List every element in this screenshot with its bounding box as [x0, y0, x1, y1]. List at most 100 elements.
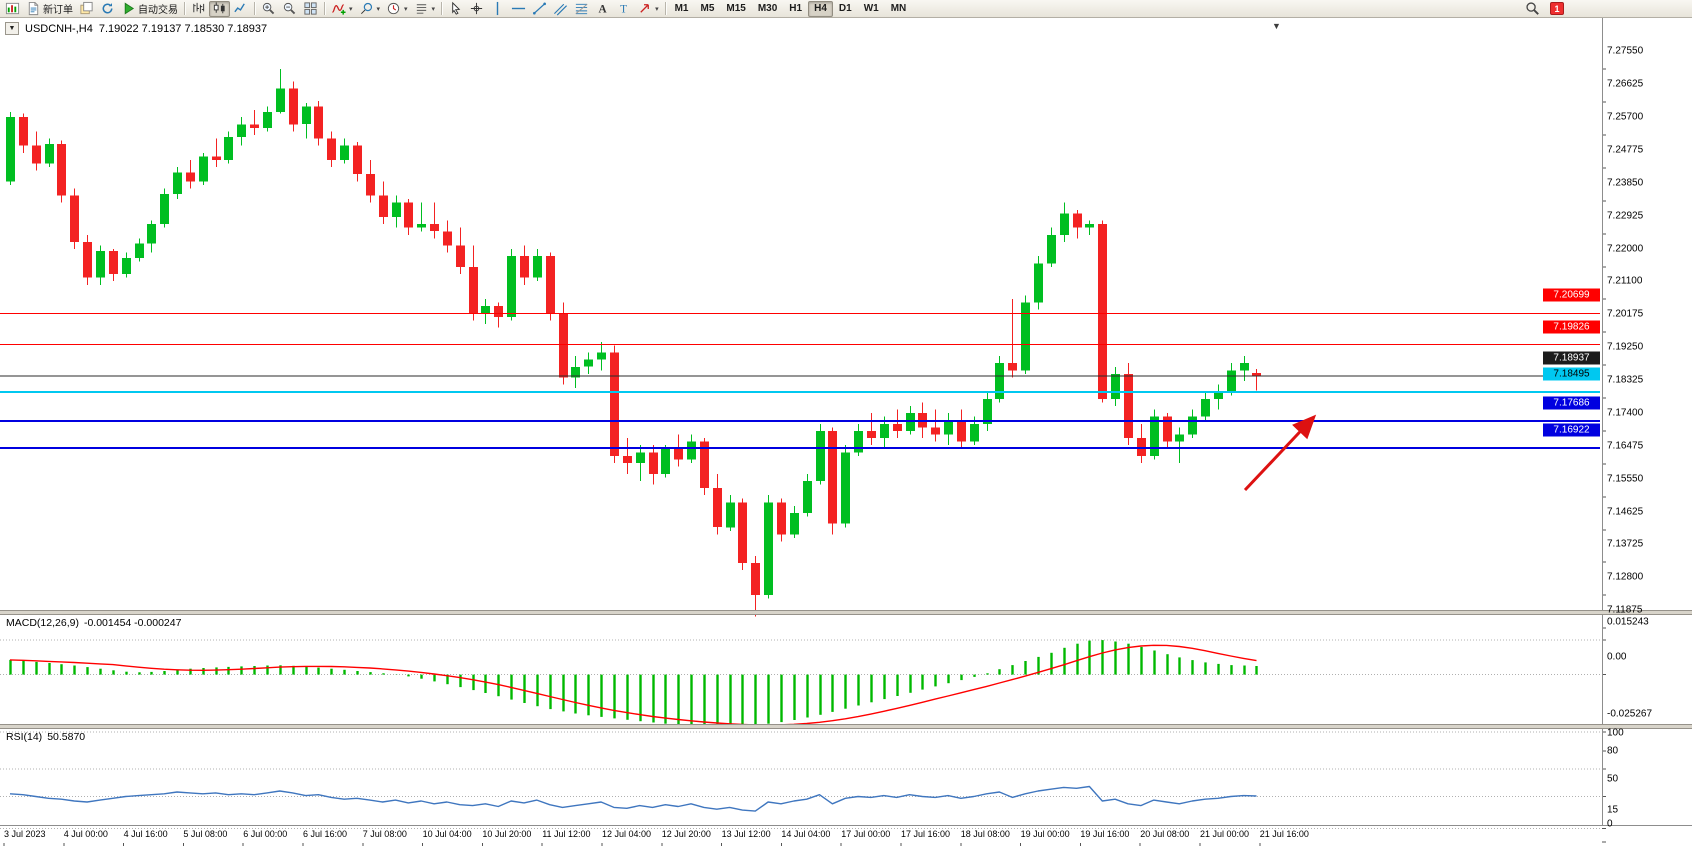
zoom-out-icon: [282, 1, 297, 16]
text-A-icon: A: [595, 1, 610, 16]
macd-signal-line: [9, 644, 1257, 726]
tf-mn-button[interactable]: MN: [885, 1, 913, 17]
toolbar-separator: [664, 2, 666, 15]
chart-area[interactable]: [0, 18, 1692, 846]
vertical-line-button[interactable]: [487, 1, 508, 17]
crosshair-icon: [469, 1, 484, 16]
chevron-down-icon: ▾: [404, 5, 408, 13]
tf-mn-button-label: MN: [890, 3, 907, 14]
indicator-icon: [331, 1, 346, 16]
templates-button[interactable]: ▾: [411, 1, 439, 17]
trend-arrow-annotation[interactable]: [1243, 414, 1317, 492]
rsi-label-name: RSI(14): [6, 731, 43, 743]
candles-layer: [6, 69, 1261, 617]
list-icon: [414, 1, 429, 16]
refresh-icon: [100, 1, 115, 16]
tf-w1-button[interactable]: W1: [858, 1, 885, 17]
trendline-button[interactable]: [529, 1, 550, 17]
search-icon: [1525, 1, 1540, 16]
new-chart-icon: [5, 1, 20, 16]
tf-m15-button-label: M15: [726, 3, 746, 14]
play-icon: [121, 1, 136, 16]
objects-button[interactable]: ▾: [356, 1, 384, 17]
arrows-icon: [637, 1, 652, 16]
linechart-icon: [233, 1, 248, 16]
toolbar-separator: [324, 2, 325, 15]
tile-icon: [303, 1, 318, 16]
svg-text:A: A: [599, 4, 608, 16]
arrows-button[interactable]: ▾: [634, 1, 662, 17]
time-axis-border: [0, 825, 1692, 826]
macd-panel-divider[interactable]: [0, 610, 1692, 615]
channel-icon: [553, 1, 568, 16]
candles-icon: [212, 1, 227, 16]
text-label-button[interactable]: T: [613, 1, 634, 17]
fibonacci-button[interactable]: [571, 1, 592, 17]
rsi-label-value: 50.5870: [47, 731, 86, 743]
auto-trading-button[interactable]: 自动交易: [118, 1, 181, 17]
one-click-trading-toggle[interactable]: ▼: [5, 22, 19, 35]
tf-m5-button-label: M5: [700, 3, 715, 14]
horizontal-line-button[interactable]: [508, 1, 529, 17]
tf-m30-button-label: M30: [757, 3, 778, 14]
candlestick-chart-button[interactable]: [209, 0, 230, 17]
periods-button[interactable]: ▾: [383, 1, 411, 17]
line-chart-button[interactable]: [230, 1, 251, 17]
rsi-line: [9, 785, 1257, 812]
chevron-down-icon: ▾: [349, 5, 353, 13]
cursor-button[interactable]: [445, 1, 466, 17]
tf-d1-button-label: D1: [838, 3, 852, 14]
new-order-button-label: 新订单: [43, 5, 73, 16]
tile-windows-button[interactable]: [300, 1, 321, 17]
chevron-down-icon: ▾: [655, 5, 659, 13]
chart-shift-marker[interactable]: ▼: [1272, 21, 1281, 31]
zoom-in-button[interactable]: [258, 1, 279, 17]
crosshair-button[interactable]: [466, 1, 487, 17]
chart-header: ▼ USDCNH-,H4 7.19022 7.19137 7.18530 7.1…: [5, 22, 267, 35]
page-icon: [26, 1, 41, 16]
toolbar-separator: [254, 2, 255, 15]
new-order-button[interactable]: 新订单: [23, 1, 76, 17]
cursor-icon: [448, 1, 463, 16]
tf-h1-button-label: H1: [789, 3, 803, 14]
chart-symbol-period: USDCNH-,H4: [25, 22, 93, 35]
new-chart-button[interactable]: [2, 1, 23, 17]
chart-canvas: [0, 68, 1606, 846]
tf-d1-button[interactable]: D1: [833, 1, 858, 17]
tf-m30-button[interactable]: M30: [752, 1, 783, 17]
tf-m15-button[interactable]: M15: [720, 1, 751, 17]
vline-icon: [490, 1, 505, 16]
tf-m1-button[interactable]: M1: [669, 1, 695, 17]
chevron-down-icon: ▾: [431, 5, 436, 13]
chevron-down-icon: ▼: [8, 25, 16, 32]
chart-ohlc-values: 7.19022 7.19137 7.18530 7.18937: [98, 22, 268, 35]
svg-text:T: T: [620, 4, 627, 16]
toolbar-right-cluster: 1: [1522, 1, 1564, 17]
equidistant-channel-button[interactable]: [550, 1, 571, 17]
bar-chart-button[interactable]: [188, 1, 209, 17]
tf-m1-button-label: M1: [674, 3, 689, 14]
rsi-panel-divider[interactable]: [0, 724, 1692, 729]
profiles-button[interactable]: [76, 1, 97, 17]
objects-icon: [359, 1, 374, 16]
price-axis-border: [1602, 18, 1603, 825]
indicators-button[interactable]: ▾: [328, 1, 356, 17]
tf-w1-button-label: W1: [863, 3, 879, 14]
main-toolbar: 新订单 自动交易 ▾ ▾ ▾ ▾ A T ▾ M1 M5 M15 M30 H1 H4 D1 W1 MN 1: [0, 0, 1692, 18]
search-button[interactable]: [1522, 1, 1543, 17]
auto-trading-button-label: 自动交易: [138, 5, 178, 16]
zoom-out-button[interactable]: [279, 1, 300, 17]
notification-badge[interactable]: 1: [1550, 2, 1564, 15]
tf-h4-button[interactable]: H4: [808, 0, 833, 17]
rsi-indicator-label: RSI(14) 50.5870: [6, 731, 85, 743]
toolbar-separator: [184, 2, 185, 15]
macd-indicator-label: MACD(12,26,9) -0.001454 -0.000247: [6, 617, 181, 629]
text-button[interactable]: A: [592, 1, 613, 17]
fibo-icon: [574, 1, 589, 16]
tf-m5-button[interactable]: M5: [694, 1, 720, 17]
tf-h1-button[interactable]: H1: [783, 1, 808, 17]
chevron-down-icon: ▾: [376, 5, 381, 13]
refresh-button[interactable]: [97, 1, 118, 17]
macd-label-values: -0.001454 -0.000247: [83, 617, 182, 629]
